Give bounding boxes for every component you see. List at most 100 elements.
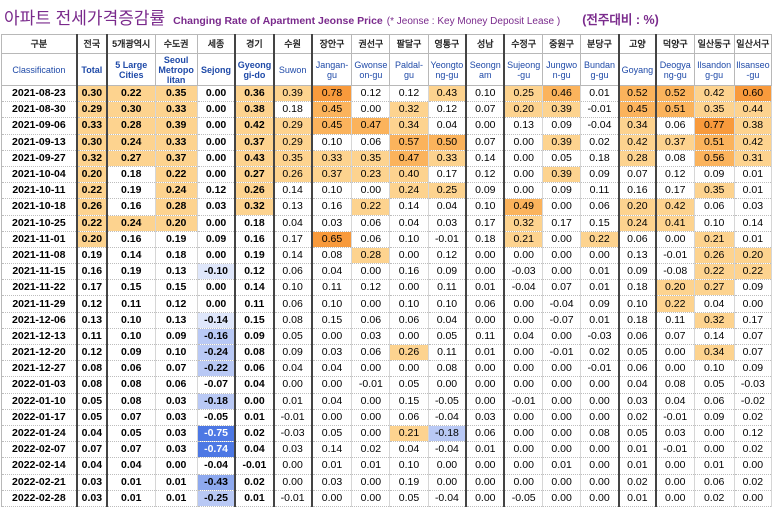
- row-date: 2021-08-30: [0, 101, 78, 119]
- cell-value: 0.43: [427, 85, 468, 103]
- cell-value: 0.04: [311, 360, 353, 378]
- table-row: 2021-12-20 0.12 0.09 0.10 -0.24 0.08 0.09 0.03 0…: [0, 344, 773, 362]
- cell-value: -0.03: [580, 328, 620, 346]
- cell-value: 0.02: [351, 441, 391, 459]
- cell-value: 0.02: [693, 490, 735, 507]
- table-row: 2022-01-17 0.05 0.07 0.03 -0.05 0.01 -0.01 0.00…: [0, 409, 773, 426]
- cell-value: 0.22: [733, 263, 773, 281]
- header-en-14: Bundan g-gu: [580, 53, 620, 86]
- cell-value: 0.03: [76, 474, 108, 491]
- cell-value: 0.10: [273, 279, 313, 297]
- cell-value: 0.42: [693, 85, 735, 103]
- header-ko-7: 장안구: [311, 34, 353, 54]
- table-row: 2021-08-23 0.30 0.22 0.35 0.00 0.36 0.39 0.78 0.…: [0, 85, 773, 103]
- title-note: (* Jeonse : Key Money Deposit Lease ): [386, 16, 561, 27]
- table-row: 2021-12-27 0.08 0.06 0.07 -0.22 0.06 0.04 0.04 0…: [0, 360, 773, 378]
- cell-value: 0.00: [273, 457, 313, 475]
- cell-value: 0.00: [465, 376, 506, 394]
- cell-value: 0.19: [389, 474, 429, 491]
- cell-value: 0.18: [618, 312, 657, 329]
- cell-value: 0.22: [580, 231, 620, 248]
- cell-value: 0.03: [154, 441, 198, 459]
- cell-value: 0.01: [733, 166, 773, 184]
- cell-value: 0.10: [618, 295, 657, 313]
- cell-value: -0.01: [503, 393, 544, 410]
- cell-value: 0.12: [427, 247, 468, 265]
- cell-value: 0.00: [465, 457, 506, 475]
- cell-value: -0.14: [196, 312, 237, 329]
- cell-value: 0.04: [389, 441, 429, 459]
- cell-value: 0.18: [154, 247, 198, 265]
- cell-value: 0.10: [427, 295, 468, 313]
- table-row: 2021-11-08 0.19 0.14 0.18 0.00 0.19 0.14 0.08 0.…: [0, 247, 773, 265]
- cell-value: 0.07: [465, 134, 506, 151]
- cell-value: 0.00: [542, 474, 582, 491]
- cell-value: 0.00: [580, 474, 620, 491]
- cell-value: 0.00: [503, 312, 544, 329]
- header-en-15: Goyang: [618, 53, 657, 86]
- row-date: 2021-09-06: [0, 117, 78, 135]
- cell-value: 0.00: [465, 117, 506, 135]
- cell-value: 0.20: [154, 215, 198, 232]
- cell-value: -0.25: [196, 490, 237, 507]
- title-unit: (전주대비 : %): [582, 13, 659, 27]
- cell-value: 0.12: [76, 295, 108, 313]
- cell-value: 0.04: [311, 393, 353, 410]
- cell-value: 0.00: [542, 247, 582, 265]
- row-date: 2021-12-27: [0, 360, 78, 378]
- cell-value: 0.08: [106, 393, 156, 410]
- cell-value: 0.07: [733, 344, 773, 362]
- cell-value: 0.04: [389, 215, 429, 232]
- header-en-label: Goyang: [621, 64, 654, 75]
- cell-value: 0.00: [503, 247, 544, 265]
- header-en-10: Yeongto ng-gu: [427, 53, 468, 86]
- cell-value: 0.03: [154, 393, 198, 410]
- cell-value: 0.04: [273, 360, 313, 378]
- table-row: 2021-09-27 0.32 0.27 0.37 0.00 0.43 0.35 0.33 0.…: [0, 150, 773, 167]
- cell-value: 0.09: [693, 409, 735, 426]
- cell-value: 0.04: [234, 441, 275, 459]
- cell-value: 0.22: [76, 215, 108, 232]
- cell-value: 0.12: [154, 295, 198, 313]
- cell-value: 0.00: [580, 409, 620, 426]
- header-en-label: 5 Large Cities: [115, 59, 148, 80]
- header-en-label: Paldal- gu: [395, 59, 424, 80]
- cell-value: 0.12: [389, 85, 429, 103]
- cell-value: 0.00: [542, 263, 582, 281]
- cell-value: 0.00: [196, 295, 237, 313]
- cell-value: 0.22: [693, 263, 735, 281]
- cell-value: 0.23: [351, 166, 391, 184]
- cell-value: 0.12: [351, 279, 391, 297]
- cell-value: 0.05: [106, 425, 156, 443]
- title-english: Changing Rate of Apartment Jeonse Price: [173, 15, 383, 27]
- cell-value: -0.04: [503, 279, 544, 297]
- cell-value: 0.03: [154, 425, 198, 443]
- cell-value: 0.01: [733, 231, 773, 248]
- cell-value: 0.00: [351, 409, 391, 426]
- cell-value: 0.00: [580, 376, 620, 394]
- cell-value: 0.06: [618, 328, 657, 346]
- cell-value: 0.00: [351, 295, 391, 313]
- cell-value: -0.18: [196, 393, 237, 410]
- cell-value: 0.08: [655, 150, 695, 167]
- row-date: 2021-12-06: [0, 312, 78, 329]
- cell-value: -0.02: [733, 393, 773, 410]
- cell-value: 0.29: [273, 117, 313, 135]
- cell-value: 0.17: [427, 166, 468, 184]
- cell-value: 0.27: [106, 150, 156, 167]
- cell-value: 0.21: [503, 231, 544, 248]
- cell-value: 0.09: [580, 166, 620, 184]
- cell-value: 0.06: [693, 393, 735, 410]
- cell-value: 0.18: [106, 166, 156, 184]
- cell-value: 0.00: [273, 474, 313, 491]
- cell-value: 0.03: [76, 490, 108, 507]
- row-date: 2022-02-14: [0, 457, 78, 475]
- cell-value: 0.10: [389, 295, 429, 313]
- cell-value: 0.04: [427, 117, 468, 135]
- cell-value: 0.14: [733, 215, 773, 232]
- cell-value: 0.09: [196, 231, 237, 248]
- header-en-3: Seoul Metropo litan: [154, 53, 198, 86]
- cell-value: 0.11: [234, 295, 275, 313]
- table-row: 2021-09-13 0.30 0.24 0.33 0.00 0.37 0.29 0.10 0.…: [0, 134, 773, 151]
- cell-value: 0.15: [311, 312, 353, 329]
